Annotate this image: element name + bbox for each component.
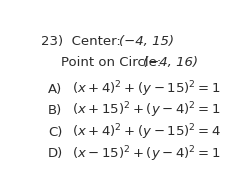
Text: C): C) bbox=[48, 126, 63, 139]
Text: Point on Circle:: Point on Circle: bbox=[61, 56, 166, 69]
Text: (−4, 16): (−4, 16) bbox=[143, 56, 198, 69]
Text: $(x+4)^2+(y-15)^2=4$: $(x+4)^2+(y-15)^2=4$ bbox=[72, 123, 221, 142]
Text: B): B) bbox=[48, 104, 62, 117]
Text: D): D) bbox=[48, 147, 64, 160]
Text: $(x-15)^2+(y-4)^2=1$: $(x-15)^2+(y-4)^2=1$ bbox=[72, 144, 221, 164]
Text: A): A) bbox=[48, 82, 62, 95]
Text: 23)  Center:: 23) Center: bbox=[41, 35, 125, 48]
Text: (−4, 15): (−4, 15) bbox=[119, 35, 174, 48]
Text: $(x+4)^2+(y-15)^2=1$: $(x+4)^2+(y-15)^2=1$ bbox=[72, 79, 221, 99]
Text: $(x+15)^2+(y-4)^2=1$: $(x+15)^2+(y-4)^2=1$ bbox=[72, 101, 221, 120]
